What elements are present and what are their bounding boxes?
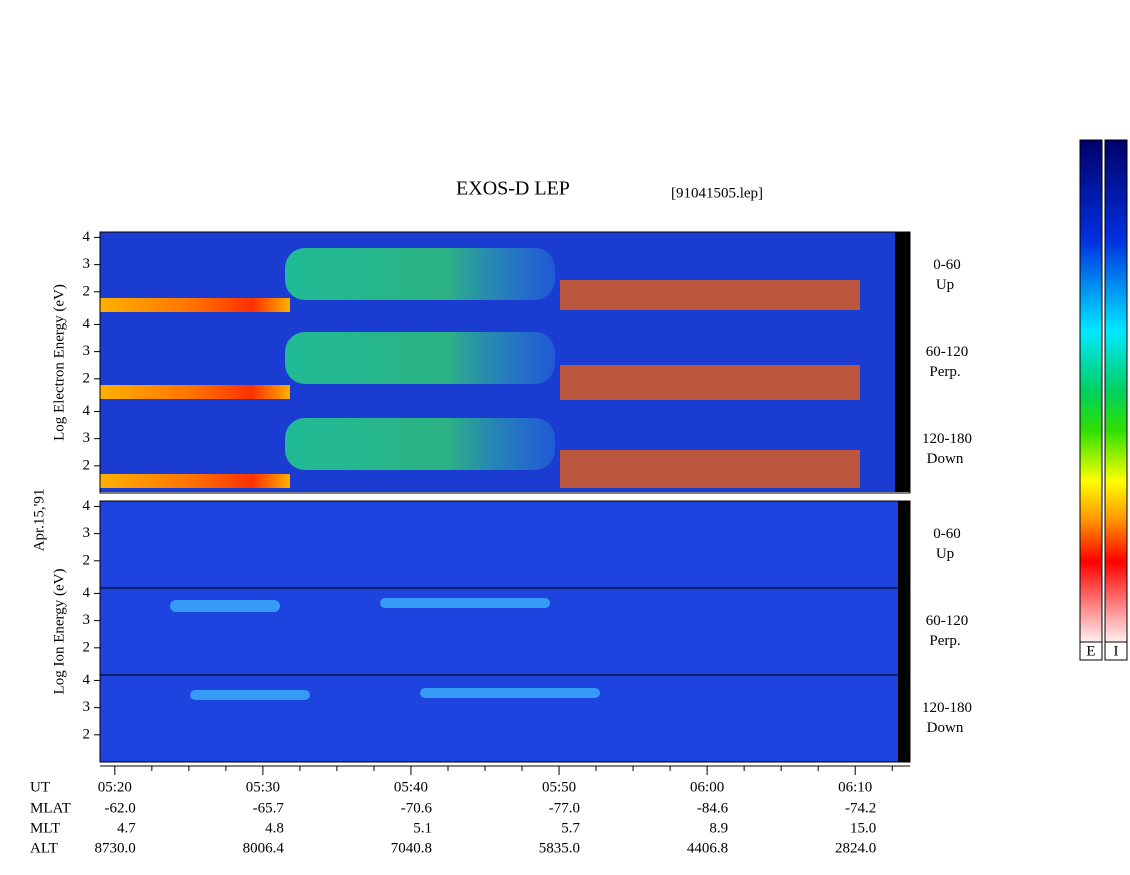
y-tick-label: 4: [83, 585, 91, 601]
panel-group-frame: [99, 231, 911, 494]
panel-direction: Up: [936, 277, 954, 293]
y-tick-label: 4: [83, 316, 91, 332]
y-tick-label: 3: [83, 343, 91, 359]
orbit-value: -77.0: [549, 800, 580, 816]
y-tick-label: 3: [83, 430, 91, 446]
y-tick-label: 2: [83, 283, 91, 299]
panel-range: 60-120: [926, 344, 969, 360]
orbit-value: 4.7: [117, 820, 136, 836]
orbit-value: 8.9: [709, 820, 728, 836]
orbit-row-name: ALT: [30, 840, 58, 856]
panel-range: 120-180: [922, 700, 972, 716]
panel-range: 0-60: [933, 257, 961, 273]
orbit-row-name: MLAT: [30, 800, 71, 816]
orbit-value: 2824.0: [835, 840, 876, 856]
chart-title: EXOS-D LEP: [456, 178, 570, 200]
x-tick-label: 05:30: [246, 779, 280, 795]
orbit-value: 5835.0: [539, 840, 580, 856]
panel-direction: Perp.: [929, 364, 960, 380]
panel-range: 60-120: [926, 613, 969, 629]
orbit-value: -62.0: [105, 800, 136, 816]
orbit-value: -84.6: [697, 800, 729, 816]
spectrogram-image: [100, 232, 910, 762]
colorbar-label: I: [1114, 643, 1119, 659]
orbit-value: 8730.0: [95, 840, 136, 856]
panel-range: 0-60: [933, 526, 961, 542]
orbit-value: 5.7: [561, 820, 580, 836]
orbit-value: 15.0: [850, 820, 876, 836]
orbit-value: 7040.8: [391, 840, 432, 856]
colorbar-label: E: [1086, 643, 1095, 659]
y-tick-label: 2: [83, 370, 91, 386]
y-tick-label: 4: [83, 229, 91, 245]
date-label: Apr.15,'91: [31, 489, 47, 552]
colorbars: E I: [1079, 139, 1128, 661]
panel-direction: Perp.: [929, 633, 960, 649]
orbit-value: -65.7: [253, 800, 285, 816]
panel-range: 120-180: [922, 431, 972, 447]
orbit-value: 4.8: [265, 820, 284, 836]
x-tick-label: 05:20: [98, 779, 132, 795]
x-tick-label: 06:00: [690, 779, 724, 795]
orbit-value: 5.1: [413, 820, 432, 836]
panel-group-frame: [99, 500, 911, 763]
panel-direction: Down: [927, 451, 964, 467]
y-tick-label: 3: [83, 256, 91, 272]
y-tick-label: 4: [83, 672, 91, 688]
x-tick-label: 05:40: [394, 779, 428, 795]
filename: [91041505.lep]: [671, 185, 763, 201]
y-tick-label: 2: [83, 457, 91, 473]
x-axis-label: UT: [30, 779, 50, 795]
y-tick-label: 2: [83, 552, 91, 568]
orbit-row-name: MLT: [30, 820, 60, 836]
orbit-value: 8006.4: [243, 840, 285, 856]
y-axis-label: Log Ion Energy (eV): [51, 569, 67, 695]
y-tick-label: 2: [83, 639, 91, 655]
y-axis-label: Log Electron Energy (eV): [51, 284, 67, 441]
y-tick-label: 3: [83, 612, 91, 628]
y-tick-label: 3: [83, 699, 91, 715]
x-tick-label: 06:10: [838, 779, 872, 795]
orbit-value: 4406.8: [687, 840, 728, 856]
y-tick-label: 2: [83, 726, 91, 742]
orbit-value: -74.2: [845, 800, 876, 816]
panel-direction: Down: [927, 720, 964, 736]
panel-direction: Up: [936, 546, 954, 562]
y-tick-label: 4: [83, 498, 91, 514]
orbit-value: -70.6: [401, 800, 433, 816]
x-tick-label: 05:50: [542, 779, 576, 795]
y-tick-label: 4: [83, 403, 91, 419]
y-tick-label: 3: [83, 525, 91, 541]
